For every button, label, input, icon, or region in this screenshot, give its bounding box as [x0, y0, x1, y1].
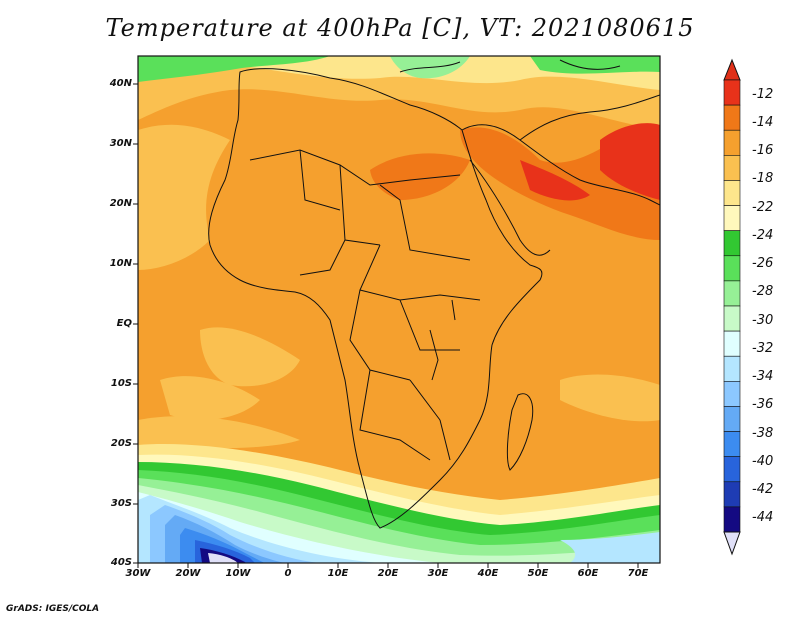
colorbar-label: -14 [752, 114, 774, 130]
lon-tick-label: 30E [427, 568, 449, 579]
colorbar-swatch [723, 280, 741, 307]
colorbar-swatch [723, 230, 741, 257]
colorbar-label: -42 [752, 482, 774, 498]
lat-tick-label: 10N [109, 258, 132, 269]
lat-tick-label: 40S [110, 557, 132, 568]
lon-tick-label: 20E [377, 568, 399, 579]
lon-tick-label: 60E [577, 568, 599, 579]
lon-tick-label: 50E [527, 568, 549, 579]
lon-tick-label: 70E [627, 568, 649, 579]
colorbar-swatch [723, 79, 741, 106]
lat-tick-label: 20N [109, 198, 132, 209]
colorbar-label: -18 [752, 171, 774, 187]
colorbar-swatch [723, 330, 741, 357]
lon-tick-label: 20W [175, 568, 201, 579]
lon-tick-label: 30W [125, 568, 151, 579]
colorbar-swatch [723, 180, 741, 206]
colorbar-label: -28 [752, 284, 774, 300]
colorbar-label: -40 [752, 453, 774, 469]
colorbar-label: -36 [752, 397, 774, 413]
map-title: Temperature at 400hPa [C], VT: 202108061… [105, 14, 695, 42]
colorbar-swatch [723, 104, 741, 131]
colorbar-label: -24 [752, 227, 774, 243]
lon-tick-label: 40E [477, 568, 499, 579]
colorbar-swatch [723, 506, 741, 533]
lon-tick-label: 10E [327, 568, 349, 579]
colorbar-label: -12 [752, 86, 774, 102]
lon-tick-label: 0 [284, 568, 292, 579]
lat-tick-label: EQ [116, 318, 132, 329]
colorbar-swatch [723, 305, 741, 332]
coastlines [208, 59, 660, 529]
colorbar-over-triangle [723, 58, 741, 81]
colorbar-label: -34 [752, 369, 774, 385]
lat-tick-label: 10S [110, 378, 132, 389]
colorbar-swatch [723, 381, 741, 407]
colorbar-swatch [723, 456, 741, 483]
colorbar-label: -16 [752, 143, 774, 159]
colorbar-label: -38 [752, 425, 774, 441]
lon-tick-label: 10W [225, 568, 251, 579]
colorbar-swatch [723, 129, 741, 156]
lat-tick-label: 40N [109, 78, 132, 89]
lat-tick-label: 20S [110, 438, 132, 449]
colorbar-swatch [723, 155, 741, 181]
lat-tick-label: 30S [110, 498, 132, 509]
colorbar-label: -26 [752, 256, 774, 272]
colorbar-swatch [723, 406, 741, 432]
colorbar-swatch [723, 355, 741, 382]
axis-ticks [133, 83, 639, 568]
colorbar [723, 58, 741, 556]
map-frame [137, 55, 661, 564]
colorbar-under-triangle [723, 531, 741, 556]
colorbar-label: -22 [752, 199, 774, 215]
colorbar-label: -32 [752, 340, 774, 356]
colorbar-swatch [723, 481, 741, 508]
colorbar-swatch [723, 205, 741, 231]
colorbar-swatch [723, 431, 741, 457]
lat-tick-label: 30N [109, 138, 132, 149]
colorbar-label: -30 [752, 312, 774, 328]
credit-text: GrADS: IGES/COLA [6, 604, 100, 614]
temperature-field [138, 56, 660, 563]
colorbar-swatch [723, 255, 741, 282]
colorbar-label: -44 [752, 510, 774, 526]
